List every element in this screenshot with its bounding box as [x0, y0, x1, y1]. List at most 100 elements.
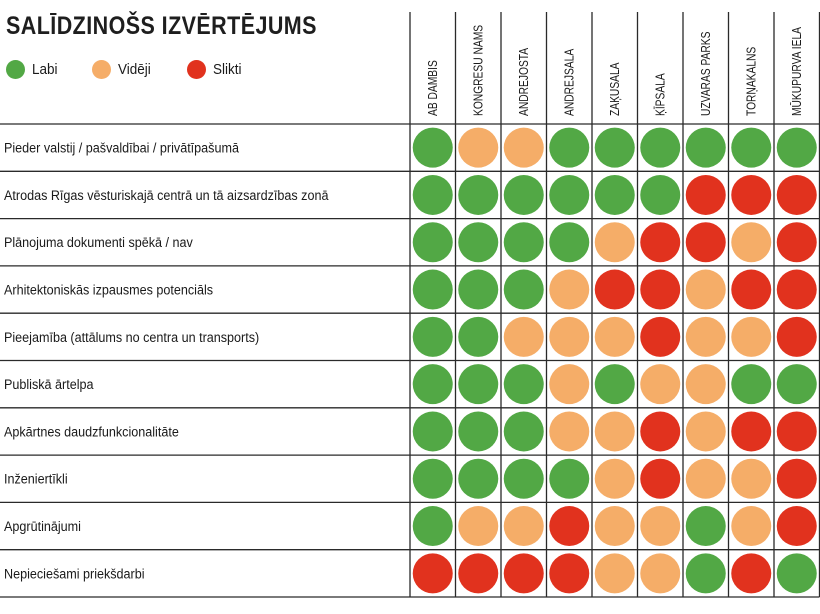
rating-dot	[458, 269, 499, 310]
row-label: Inženiertīkli	[4, 471, 68, 487]
rating-dot	[731, 458, 772, 499]
rating-dot	[776, 174, 817, 215]
rating-dot	[776, 127, 817, 168]
rating-dot	[458, 222, 499, 263]
rating-dot	[594, 458, 635, 499]
rating-dot	[458, 364, 499, 405]
rating-dot	[731, 174, 772, 215]
rating-dot	[458, 458, 499, 499]
rating-dot	[458, 127, 499, 168]
column-header: UZVARAS PARKS	[700, 31, 713, 116]
rating-dot	[594, 269, 635, 310]
rating-dot	[640, 127, 681, 168]
rating-dot	[685, 506, 726, 547]
legend-dot-good	[6, 59, 25, 79]
rating-dot	[685, 316, 726, 357]
row-label: Plānojuma dokumenti spēkā / nav	[4, 235, 193, 251]
rating-dot	[731, 553, 772, 594]
rating-dot	[685, 269, 726, 310]
row-label: Arhitektoniskās izpausmes potenciāls	[4, 282, 213, 298]
rating-dot	[731, 222, 772, 263]
legend-item-good: Labi	[6, 59, 60, 79]
rating-dot	[731, 411, 772, 452]
rating-dot	[685, 174, 726, 215]
rating-dot	[412, 174, 453, 215]
rating-dot	[503, 411, 544, 452]
rating-dot	[412, 127, 453, 168]
rating-dot	[776, 222, 817, 263]
legend-label-medium: Vidēji	[118, 60, 152, 78]
legend-label-good: Labi	[32, 60, 58, 78]
row-label: Apkārtnes daudzfunkcionalitāte	[4, 424, 179, 440]
column-header: MŪKUPURVA IELA	[791, 27, 804, 116]
rating-dot	[549, 506, 590, 547]
rating-dot	[549, 174, 590, 215]
rating-dot	[640, 222, 681, 263]
rating-dot	[594, 174, 635, 215]
rating-dot	[412, 269, 453, 310]
rating-dot	[458, 553, 499, 594]
column-header: KONGRESU NAMS	[472, 25, 485, 116]
rating-dot	[503, 316, 544, 357]
rating-dot	[412, 411, 453, 452]
rating-dot	[640, 174, 681, 215]
rating-dot	[776, 553, 817, 594]
rating-dot	[685, 411, 726, 452]
rating-dot	[731, 364, 772, 405]
rating-dot	[503, 269, 544, 310]
rating-dot	[549, 127, 590, 168]
rating-dot	[776, 364, 817, 405]
rating-dot	[503, 174, 544, 215]
rating-dot	[685, 458, 726, 499]
rating-dot	[503, 127, 544, 168]
rating-dot	[549, 458, 590, 499]
rating-dot	[412, 222, 453, 263]
rating-dot	[731, 506, 772, 547]
rating-dot	[458, 174, 499, 215]
rating-dot	[458, 506, 499, 547]
rating-dot	[685, 553, 726, 594]
rating-dot	[594, 506, 635, 547]
rating-dot	[594, 127, 635, 168]
rating-dot	[776, 316, 817, 357]
column-header: TORŅAKALNS	[745, 46, 758, 116]
row-label: Nepieciešami priekšdarbi	[4, 566, 145, 582]
rating-dot	[685, 127, 726, 168]
column-header: ANDREJSALA	[563, 48, 576, 116]
rating-dot	[503, 458, 544, 499]
rating-dot	[594, 364, 635, 405]
rating-dot	[776, 506, 817, 547]
rating-dot	[640, 553, 681, 594]
rating-dot	[776, 411, 817, 452]
row-label: Pieejamība (attālums no centra un transp…	[4, 329, 259, 345]
rating-dot	[640, 506, 681, 547]
rating-dot	[503, 222, 544, 263]
rating-dot	[640, 269, 681, 310]
rating-dot	[412, 458, 453, 499]
rating-dot	[640, 411, 681, 452]
column-header: ZAĶUSALA	[609, 62, 622, 116]
rating-dot	[685, 222, 726, 263]
row-label: Pieder valstij / pašvaldībai / privātīpa…	[4, 140, 240, 156]
rating-dot	[549, 411, 590, 452]
rating-dot	[731, 127, 772, 168]
rating-dot	[776, 269, 817, 310]
rating-dot	[503, 364, 544, 405]
column-header: ANDREJOSTA	[518, 48, 531, 116]
rating-dot	[549, 364, 590, 405]
page-title: SALĪDZINOŠS IZVĒRTĒJUMS	[6, 12, 317, 40]
rating-dot	[458, 316, 499, 357]
rating-dot	[594, 553, 635, 594]
rating-dot	[412, 316, 453, 357]
rating-dot	[412, 364, 453, 405]
rating-dot	[458, 411, 499, 452]
row-label: Atrodas Rīgas vēsturiskajā centrā un tā …	[4, 187, 329, 203]
rating-dot	[549, 222, 590, 263]
column-header: ĶĪPSALA	[654, 73, 667, 116]
legend-dot-bad	[186, 59, 206, 79]
legend-item-medium: Vidēji	[92, 59, 154, 79]
rating-dot	[594, 316, 635, 357]
legend-dot-medium	[92, 59, 112, 79]
rating-dot	[594, 411, 635, 452]
